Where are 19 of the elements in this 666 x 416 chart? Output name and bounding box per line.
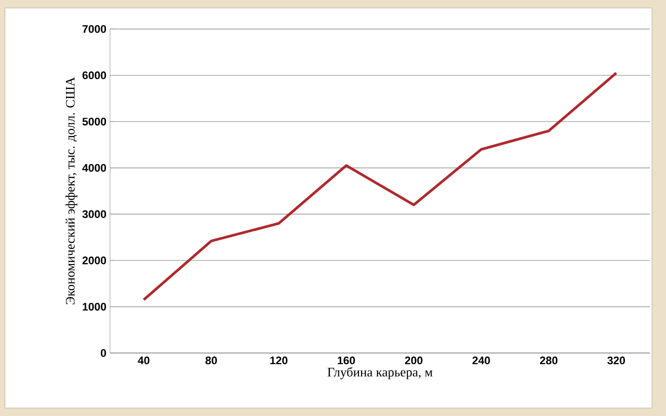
x-tick-label: 240 (472, 356, 490, 364)
y-tick-label: 3000 (82, 210, 106, 218)
x-tick-label: 120 (270, 356, 288, 364)
x-tick-label: 160 (338, 356, 355, 364)
x-axis-title: Глубина карьера, м (328, 367, 432, 380)
x-tick-label: 280 (540, 356, 558, 364)
y-tick-label: 2000 (82, 256, 106, 264)
y-tick-label: 7000 (82, 25, 106, 33)
y-tick-label: 0 (100, 349, 106, 357)
y-axis-title: Экономический эффект, тыс. долл. США (66, 77, 78, 304)
y-tick-label: 1000 (82, 302, 106, 311)
y-tick-label: 6000 (82, 71, 106, 80)
x-tick-label: 200 (404, 356, 422, 364)
x-tick-label: 320 (607, 356, 625, 364)
y-tick-label: 5000 (82, 118, 106, 126)
line-series (142, 72, 618, 302)
x-tick-label: 80 (206, 356, 217, 364)
y-tick-label: 4000 (82, 164, 106, 172)
x-tick-label: 40 (138, 356, 150, 364)
